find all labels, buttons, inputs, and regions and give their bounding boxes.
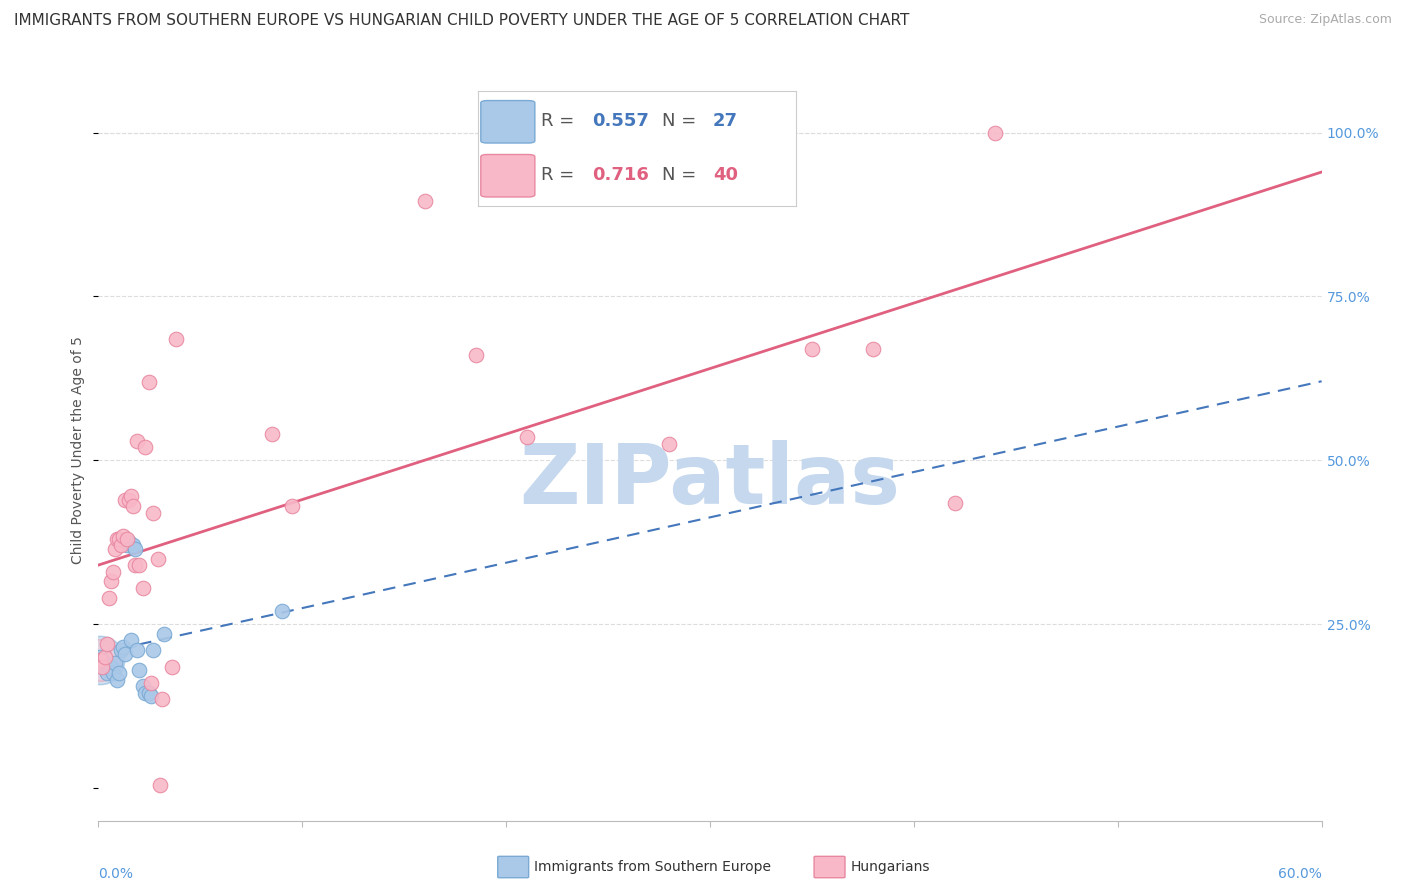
Point: [281, 499, 304, 513]
Point: [127, 643, 149, 657]
Point: [141, 689, 163, 703]
Point: [120, 489, 142, 503]
Point: [101, 565, 124, 579]
Point: [134, 440, 156, 454]
Point: [114, 492, 136, 507]
Point: [260, 427, 283, 442]
Point: [128, 663, 150, 677]
Point: [96, 637, 118, 651]
Point: [111, 640, 134, 654]
Point: [93, 649, 115, 664]
Point: [801, 342, 824, 356]
Point: [658, 437, 681, 451]
Text: Source: ZipAtlas.com: Source: ZipAtlas.com: [1258, 13, 1392, 27]
Point: [114, 647, 136, 661]
Text: 60.0%: 60.0%: [1278, 866, 1322, 880]
Point: [270, 604, 294, 618]
Point: [91, 659, 114, 673]
Point: [101, 666, 124, 681]
Point: [115, 532, 138, 546]
Point: [464, 348, 486, 362]
Point: [96, 666, 118, 681]
Text: Immigrants from Southern Europe: Immigrants from Southern Europe: [534, 860, 772, 874]
Point: [105, 673, 128, 687]
Text: Hungarians: Hungarians: [851, 860, 931, 874]
Point: [132, 679, 155, 693]
Point: [124, 541, 146, 556]
Point: [118, 535, 141, 549]
Point: [984, 126, 1007, 140]
Point: [142, 643, 165, 657]
Point: [165, 332, 187, 346]
Point: [110, 539, 132, 553]
Point: [128, 558, 150, 573]
Point: [97, 659, 120, 673]
Point: [105, 532, 128, 546]
Point: [138, 375, 160, 389]
Point: [150, 692, 173, 706]
Text: 0.0%: 0.0%: [98, 866, 134, 880]
Point: [104, 541, 127, 556]
Point: [516, 430, 538, 444]
Point: [120, 633, 142, 648]
Point: [149, 778, 172, 792]
Point: [943, 496, 966, 510]
Text: IMMIGRANTS FROM SOUTHERN EUROPE VS HUNGARIAN CHILD POVERTY UNDER THE AGE OF 5 CO: IMMIGRANTS FROM SOUTHERN EUROPE VS HUNGA…: [14, 13, 910, 29]
Point: [97, 591, 120, 605]
Point: [134, 686, 156, 700]
Point: [146, 551, 169, 566]
Point: [142, 506, 165, 520]
Point: [89, 653, 111, 667]
Point: [862, 342, 884, 356]
Point: [127, 434, 149, 448]
Point: [100, 574, 122, 589]
Point: [89, 653, 111, 667]
Point: [115, 539, 138, 553]
Point: [138, 686, 160, 700]
Point: [132, 581, 155, 595]
Point: [93, 659, 115, 673]
Point: [124, 558, 146, 573]
Point: [110, 643, 132, 657]
Point: [108, 666, 131, 681]
Point: [141, 676, 163, 690]
Point: [160, 659, 183, 673]
Point: [111, 528, 134, 542]
Point: [152, 627, 174, 641]
Point: [91, 653, 114, 667]
Point: [89, 649, 111, 664]
Point: [100, 659, 122, 673]
Point: [122, 539, 145, 553]
Point: [89, 653, 111, 667]
Text: ZIPatlas: ZIPatlas: [520, 440, 900, 521]
Point: [118, 492, 141, 507]
Point: [122, 499, 145, 513]
Y-axis label: Child Poverty Under the Age of 5: Child Poverty Under the Age of 5: [72, 336, 86, 565]
Point: [108, 532, 131, 546]
Point: [413, 194, 436, 209]
Point: [104, 657, 127, 671]
